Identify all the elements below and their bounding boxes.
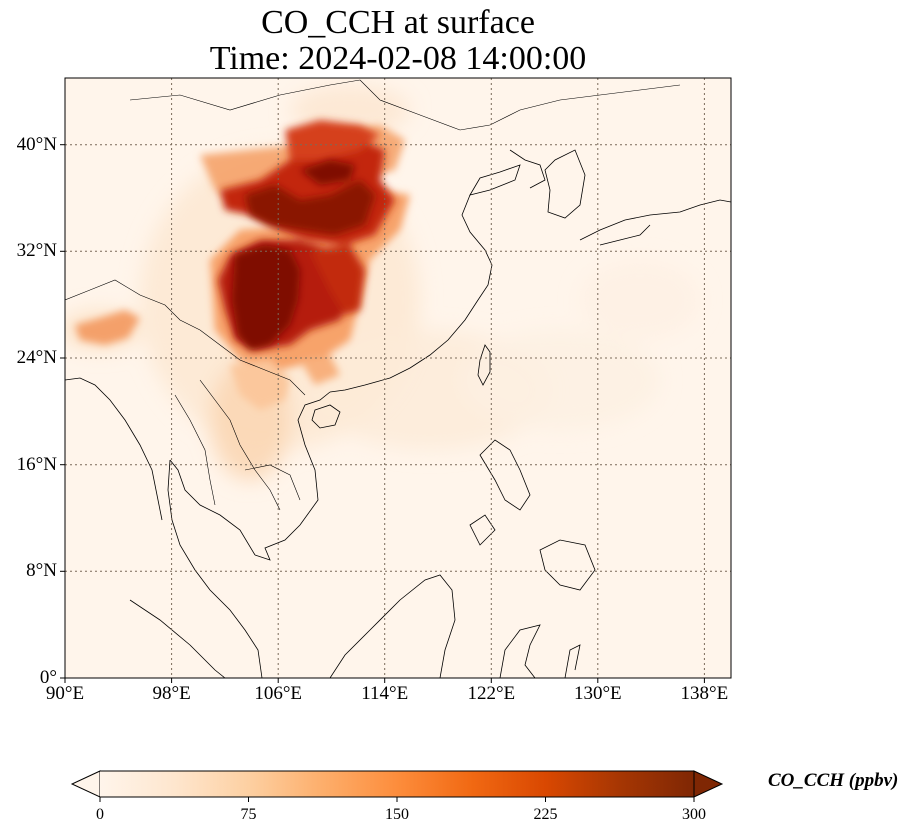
colorbar-tick-75: 75	[240, 806, 257, 823]
colorbar-min-extend	[70, 770, 101, 798]
colorbar-tick-300: 300	[682, 806, 706, 823]
lat-label-0: 0°	[39, 667, 57, 688]
axis-ticks	[60, 144, 705, 683]
coastlines	[65, 79, 731, 678]
plume-core	[232, 160, 375, 350]
lon-label-130e: 130°E	[573, 683, 622, 704]
lat-label-24n: 24°N	[16, 347, 57, 368]
lon-label-122e: 122°E	[467, 683, 516, 704]
colorbar-label: CO_CCH (ppbv)	[768, 770, 899, 791]
lat-label-16n: 16°N	[16, 454, 57, 475]
colorbar-tick-0: 0	[96, 806, 104, 823]
colorbar-gradient	[100, 771, 694, 797]
lat-label-40n: 40°N	[16, 134, 57, 155]
lon-label-114e: 114°E	[361, 683, 409, 704]
colorbar-ticks	[99, 797, 695, 802]
map-time-subtitle: Time: 2024-02-08 14:00:00	[209, 40, 587, 77]
lon-label-98e: 98°E	[152, 683, 191, 704]
lat-label-8n: 8°N	[26, 560, 57, 581]
lon-label-90e: 90°E	[45, 683, 85, 704]
gridlines	[65, 78, 731, 678]
colorbar-max-extend	[693, 770, 724, 798]
lat-label-32n: 32°N	[16, 240, 57, 261]
colorbar-tick-225: 225	[533, 806, 558, 823]
lon-label-138e: 138°E	[680, 683, 729, 704]
colorbar-tick-150: 150	[385, 806, 409, 823]
lon-label-106e: 106°E	[254, 683, 303, 704]
map-title: CO_CCH at surface	[261, 4, 535, 41]
map-frame	[64, 77, 732, 679]
